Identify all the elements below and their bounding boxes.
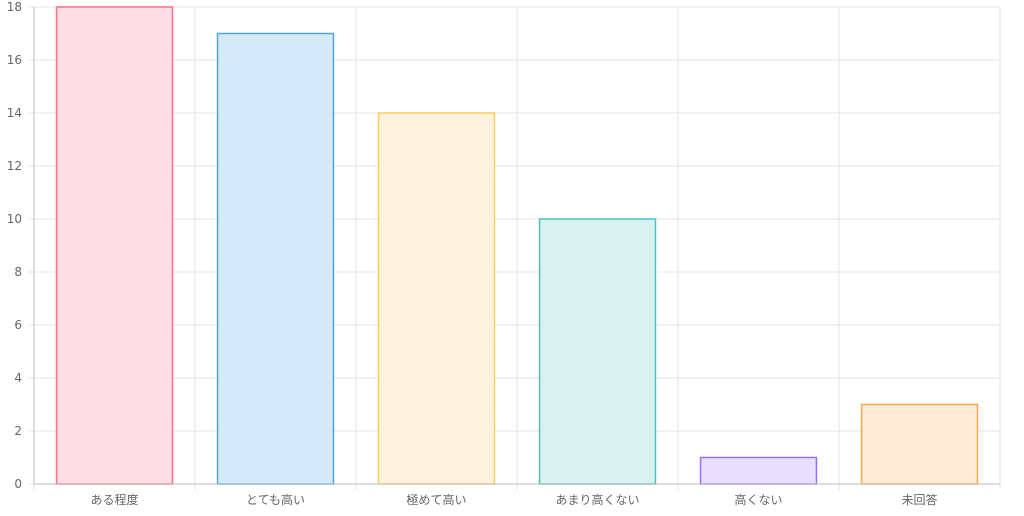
bars: [55, 6, 979, 485]
bar-1: [55, 6, 174, 485]
bar-6: [860, 403, 979, 485]
x-tick-label: ある程度: [90, 492, 138, 507]
x-tick-labels: ある程度 とても高い 極めて高い あまり高くない 高くない 未回答: [90, 492, 937, 507]
y-tick-label: 16: [7, 53, 22, 67]
y-tick-label: 18: [7, 0, 22, 14]
y-tick-label: 0: [14, 477, 22, 491]
x-tick-label: 極めて高い: [406, 492, 466, 507]
y-tick-label: 4: [14, 371, 22, 385]
bar-2: [216, 32, 335, 485]
y-tick-label: 8: [14, 265, 22, 279]
axes: [33, 7, 1000, 485]
y-tick-label: 14: [7, 106, 22, 120]
x-tick-label: あまり高くない: [555, 492, 639, 507]
x-tick-label: 高くない: [734, 492, 782, 507]
x-tick-label: 未回答: [901, 492, 937, 507]
y-tick-label: 10: [7, 212, 22, 226]
y-tick-label: 12: [7, 159, 22, 173]
y-tick-label: 2: [14, 424, 22, 438]
y-tick-label: 6: [14, 318, 22, 332]
y-tick-labels: 0 2 4 6 8 10 12 14 16 18: [7, 0, 22, 491]
x-tick-label: とても高い: [246, 492, 305, 507]
bar-3: [377, 112, 496, 485]
bar-4: [538, 218, 657, 485]
grid-lines: [28, 6, 1001, 490]
bar-5: [699, 456, 818, 485]
